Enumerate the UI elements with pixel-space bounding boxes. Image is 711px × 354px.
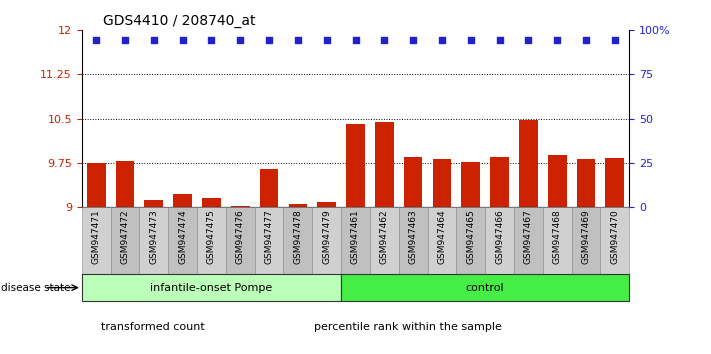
- Point: [609, 37, 621, 43]
- Text: GSM947469: GSM947469: [582, 209, 591, 264]
- Point: [205, 37, 217, 43]
- Text: GSM947473: GSM947473: [149, 209, 159, 264]
- Bar: [490, 157, 509, 207]
- Bar: [87, 163, 105, 207]
- Text: disease state: disease state: [1, 282, 70, 293]
- Text: GSM947474: GSM947474: [178, 209, 187, 264]
- Bar: [404, 157, 422, 207]
- Bar: [341, 207, 370, 274]
- Text: GSM947465: GSM947465: [466, 209, 475, 264]
- Bar: [606, 158, 624, 207]
- Text: transformed count: transformed count: [101, 322, 205, 332]
- Text: GSM947462: GSM947462: [380, 209, 389, 264]
- Text: GSM947471: GSM947471: [92, 209, 101, 264]
- Point: [235, 37, 246, 43]
- Point: [350, 37, 361, 43]
- Text: GSM947470: GSM947470: [610, 209, 619, 264]
- Bar: [169, 207, 197, 274]
- Point: [437, 37, 448, 43]
- Bar: [111, 207, 139, 274]
- Bar: [144, 200, 163, 207]
- Point: [263, 37, 274, 43]
- Bar: [289, 204, 307, 207]
- Point: [292, 37, 304, 43]
- Point: [90, 37, 102, 43]
- Bar: [312, 207, 341, 274]
- Text: GSM947467: GSM947467: [524, 209, 533, 264]
- Point: [465, 37, 476, 43]
- Point: [177, 37, 188, 43]
- Bar: [600, 207, 629, 274]
- Text: GSM947461: GSM947461: [351, 209, 360, 264]
- Point: [407, 37, 419, 43]
- Text: control: control: [466, 282, 505, 293]
- Bar: [456, 207, 485, 274]
- Bar: [461, 162, 480, 207]
- Bar: [485, 207, 514, 274]
- Bar: [514, 207, 542, 274]
- Text: GSM947478: GSM947478: [294, 209, 302, 264]
- Bar: [284, 207, 312, 274]
- Point: [580, 37, 592, 43]
- Text: GDS4410 / 208740_at: GDS4410 / 208740_at: [103, 14, 255, 28]
- Bar: [432, 159, 451, 207]
- Bar: [577, 159, 595, 207]
- Bar: [370, 207, 399, 274]
- Bar: [231, 206, 250, 207]
- Text: GSM947479: GSM947479: [322, 209, 331, 264]
- Point: [523, 37, 534, 43]
- Bar: [572, 207, 600, 274]
- Bar: [202, 198, 221, 207]
- Text: GSM947477: GSM947477: [264, 209, 274, 264]
- Bar: [542, 207, 572, 274]
- Bar: [173, 194, 192, 207]
- Bar: [139, 207, 169, 274]
- Text: GSM947463: GSM947463: [409, 209, 417, 264]
- Bar: [116, 161, 134, 207]
- Point: [494, 37, 506, 43]
- Bar: [519, 120, 538, 207]
- Point: [321, 37, 332, 43]
- Text: GSM947472: GSM947472: [120, 209, 129, 264]
- Text: GSM947475: GSM947475: [207, 209, 216, 264]
- Bar: [82, 274, 341, 301]
- Bar: [346, 125, 365, 207]
- Text: GSM947468: GSM947468: [552, 209, 562, 264]
- Bar: [317, 202, 336, 207]
- Bar: [341, 274, 629, 301]
- Bar: [375, 121, 394, 207]
- Text: percentile rank within the sample: percentile rank within the sample: [314, 322, 502, 332]
- Bar: [399, 207, 427, 274]
- Point: [148, 37, 159, 43]
- Bar: [260, 169, 279, 207]
- Point: [552, 37, 563, 43]
- Bar: [82, 207, 111, 274]
- Point: [379, 37, 390, 43]
- Bar: [548, 155, 567, 207]
- Text: GSM947466: GSM947466: [495, 209, 504, 264]
- Bar: [255, 207, 284, 274]
- Point: [119, 37, 131, 43]
- Bar: [226, 207, 255, 274]
- Bar: [197, 207, 226, 274]
- Bar: [427, 207, 456, 274]
- Text: GSM947476: GSM947476: [236, 209, 245, 264]
- Text: GSM947464: GSM947464: [437, 209, 447, 264]
- Text: infantile-onset Pompe: infantile-onset Pompe: [150, 282, 272, 293]
